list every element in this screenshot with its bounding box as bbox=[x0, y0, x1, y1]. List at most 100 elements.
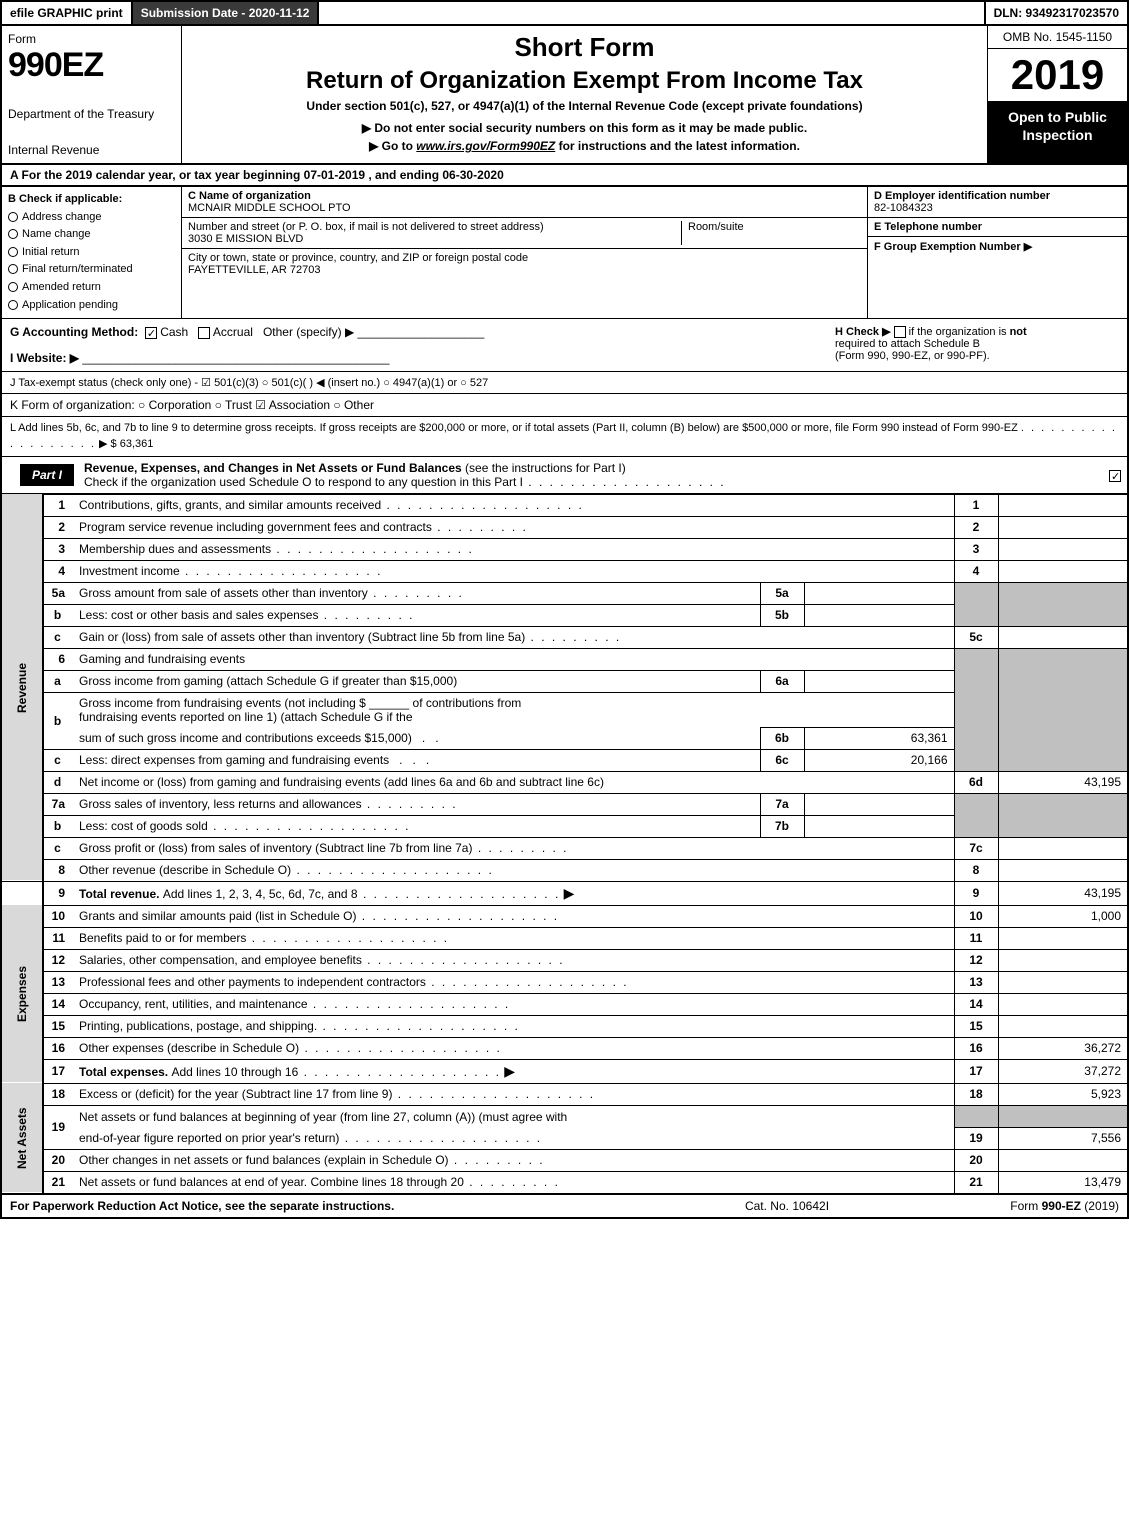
b-item: Address change bbox=[8, 209, 175, 227]
line-5a: Gross amount from sale of assets other t… bbox=[79, 586, 368, 600]
irs-label: Internal Revenue bbox=[8, 143, 175, 157]
val-6c: 20,166 bbox=[804, 749, 954, 771]
line-17: Add lines 10 through 16 bbox=[171, 1065, 298, 1079]
part1-title-rest: (see the instructions for Part I) bbox=[462, 461, 626, 475]
c-name-lbl: C Name of organization bbox=[188, 190, 861, 202]
line-6: Gaming and fundraising events bbox=[73, 648, 954, 670]
sub3-pre: ▶ Go to bbox=[369, 139, 416, 153]
line-21: Net assets or fund balances at end of ye… bbox=[79, 1175, 464, 1189]
h-txt1: if the organization is bbox=[909, 326, 1010, 338]
line-5c: Gain or (loss) from sale of assets other… bbox=[79, 630, 525, 644]
g-lbl: G Accounting Method: bbox=[10, 325, 138, 339]
line-15: Printing, publications, postage, and shi… bbox=[79, 1019, 317, 1033]
part1-title-bold: Revenue, Expenses, and Changes in Net As… bbox=[84, 461, 462, 475]
line-6b-2: of contributions from bbox=[413, 696, 522, 710]
part1-check-line: Check if the organization used Schedule … bbox=[84, 475, 523, 489]
footer-notice: For Paperwork Reduction Act Notice, see … bbox=[2, 1195, 647, 1217]
line-7c: Gross profit or (loss) from sales of inv… bbox=[79, 841, 472, 855]
part1-title: Revenue, Expenses, and Changes in Net As… bbox=[74, 457, 1109, 493]
netassets-side-label: Net Assets bbox=[1, 1083, 43, 1193]
line-6b-1: Gross income from fundraising events (no… bbox=[79, 696, 366, 710]
dept-treasury: Department of the Treasury bbox=[8, 107, 175, 121]
part1-table: Revenue 1Contributions, gifts, grants, a… bbox=[0, 494, 1129, 1194]
col-d: D Employer identification number 82-1084… bbox=[867, 187, 1127, 318]
top-bar: efile GRAPHIC print Submission Date - 20… bbox=[0, 0, 1129, 26]
block-bcd: B Check if applicable: Address change Na… bbox=[0, 187, 1129, 319]
g-accrual-chk bbox=[198, 327, 210, 339]
val-10: 1,000 bbox=[998, 905, 1128, 927]
title-main: Return of Organization Exempt From Incom… bbox=[188, 67, 981, 95]
row-k: K Form of organization: ○ Corporation ○ … bbox=[0, 394, 1129, 417]
row-gh: G Accounting Method: Cash Accrual Other … bbox=[0, 319, 1129, 372]
g-cash: Cash bbox=[160, 325, 188, 339]
d-group-lbl: F Group Exemption Number ▶ bbox=[874, 240, 1121, 253]
line-6b-3: fundraising events reported on line 1) (… bbox=[79, 710, 413, 724]
line-13: Professional fees and other payments to … bbox=[79, 975, 426, 989]
line-6c: Less: direct expenses from gaming and fu… bbox=[79, 753, 389, 767]
c-name: C Name of organization MCNAIR MIDDLE SCH… bbox=[182, 187, 867, 218]
title-sub3: ▶ Go to www.irs.gov/Form990EZ for instru… bbox=[188, 139, 981, 153]
line-18: Excess or (deficit) for the year (Subtra… bbox=[79, 1087, 392, 1101]
revenue-side-label: Revenue bbox=[1, 494, 43, 881]
dln: DLN: 93492317023570 bbox=[984, 2, 1127, 24]
c-city-val: FAYETTEVILLE, AR 72703 bbox=[188, 264, 861, 276]
val-17: 37,272 bbox=[998, 1059, 1128, 1083]
val-9: 43,195 bbox=[998, 881, 1128, 905]
val-6d: 43,195 bbox=[998, 771, 1128, 793]
title-sub1: Under section 501(c), 527, or 4947(a)(1)… bbox=[188, 99, 981, 113]
omb-number: OMB No. 1545-1150 bbox=[988, 26, 1127, 49]
g-other: Other (specify) ▶ bbox=[263, 325, 354, 339]
h-lbl: H Check ▶ bbox=[835, 326, 891, 338]
tax-year: 2019 bbox=[988, 49, 1127, 102]
b-item: Name change bbox=[8, 226, 175, 244]
h-txt3: (Form 990, 990-EZ, or 990-PF). bbox=[835, 350, 990, 362]
part1-end-chk bbox=[1109, 468, 1127, 482]
b-item: Initial return bbox=[8, 244, 175, 262]
line-14: Occupancy, rent, utilities, and maintena… bbox=[79, 997, 308, 1011]
line-7a: Gross sales of inventory, less returns a… bbox=[79, 797, 362, 811]
line-7b: Less: cost of goods sold bbox=[79, 819, 208, 833]
i-lbl: I Website: ▶ bbox=[10, 351, 79, 365]
line-8: Other revenue (describe in Schedule O) bbox=[79, 863, 291, 877]
form-number: 990EZ bbox=[8, 46, 175, 85]
line-10: Grants and similar amounts paid (list in… bbox=[79, 909, 356, 923]
val-19: 7,556 bbox=[998, 1127, 1128, 1149]
row-j: J Tax-exempt status (check only one) - ☑… bbox=[0, 372, 1129, 394]
g-cash-chk bbox=[145, 327, 157, 339]
line-6a: Gross income from gaming (attach Schedul… bbox=[73, 670, 760, 692]
c-room-lbl: Room/suite bbox=[681, 221, 861, 245]
row-l-val: ▶ $ 63,361 bbox=[99, 438, 153, 450]
title-short: Short Form bbox=[188, 32, 981, 63]
line-1: Contributions, gifts, grants, and simila… bbox=[79, 498, 381, 512]
line-19a: Net assets or fund balances at beginning… bbox=[73, 1105, 954, 1127]
line-11: Benefits paid to or for members bbox=[79, 931, 246, 945]
h-not: not bbox=[1010, 326, 1027, 338]
submission-date: Submission Date - 2020-11-12 bbox=[133, 2, 320, 24]
line-6b-4: sum of such gross income and contributio… bbox=[79, 731, 412, 745]
top-spacer bbox=[319, 2, 983, 24]
d-phone-lbl: E Telephone number bbox=[874, 221, 1121, 233]
d-ein-lbl: D Employer identification number bbox=[874, 190, 1121, 202]
val-16: 36,272 bbox=[998, 1037, 1128, 1059]
line-3: Membership dues and assessments bbox=[79, 542, 271, 556]
b-title: B Check if applicable: bbox=[8, 191, 175, 209]
line-12: Salaries, other compensation, and employ… bbox=[79, 953, 362, 967]
line-19b: end-of-year figure reported on prior yea… bbox=[79, 1131, 339, 1145]
g-side: G Accounting Method: Cash Accrual Other … bbox=[2, 319, 827, 371]
line-16: Other expenses (describe in Schedule O) bbox=[79, 1041, 299, 1055]
open-inspection: Open to Public Inspection bbox=[988, 102, 1127, 163]
h-chk bbox=[894, 326, 906, 338]
footer: For Paperwork Reduction Act Notice, see … bbox=[0, 1194, 1129, 1219]
d-ein-val: 82-1084323 bbox=[874, 202, 1121, 214]
part1-header: Part I Revenue, Expenses, and Changes in… bbox=[0, 457, 1129, 494]
val-18: 5,923 bbox=[998, 1083, 1128, 1105]
c-name-val: MCNAIR MIDDLE SCHOOL PTO bbox=[188, 202, 861, 214]
c-street: Number and street (or P. O. box, if mail… bbox=[182, 218, 867, 249]
header-left: Form 990EZ Department of the Treasury In… bbox=[2, 26, 182, 163]
row-a: A For the 2019 calendar year, or tax yea… bbox=[0, 165, 1129, 187]
line-17-bold: Total expenses. bbox=[79, 1065, 171, 1079]
line-4: Investment income bbox=[79, 564, 180, 578]
irs-link[interactable]: www.irs.gov/Form990EZ bbox=[416, 139, 555, 153]
footer-cat: Cat. No. 10642I bbox=[647, 1195, 927, 1217]
line-9-bold: Total revenue. bbox=[79, 887, 163, 901]
